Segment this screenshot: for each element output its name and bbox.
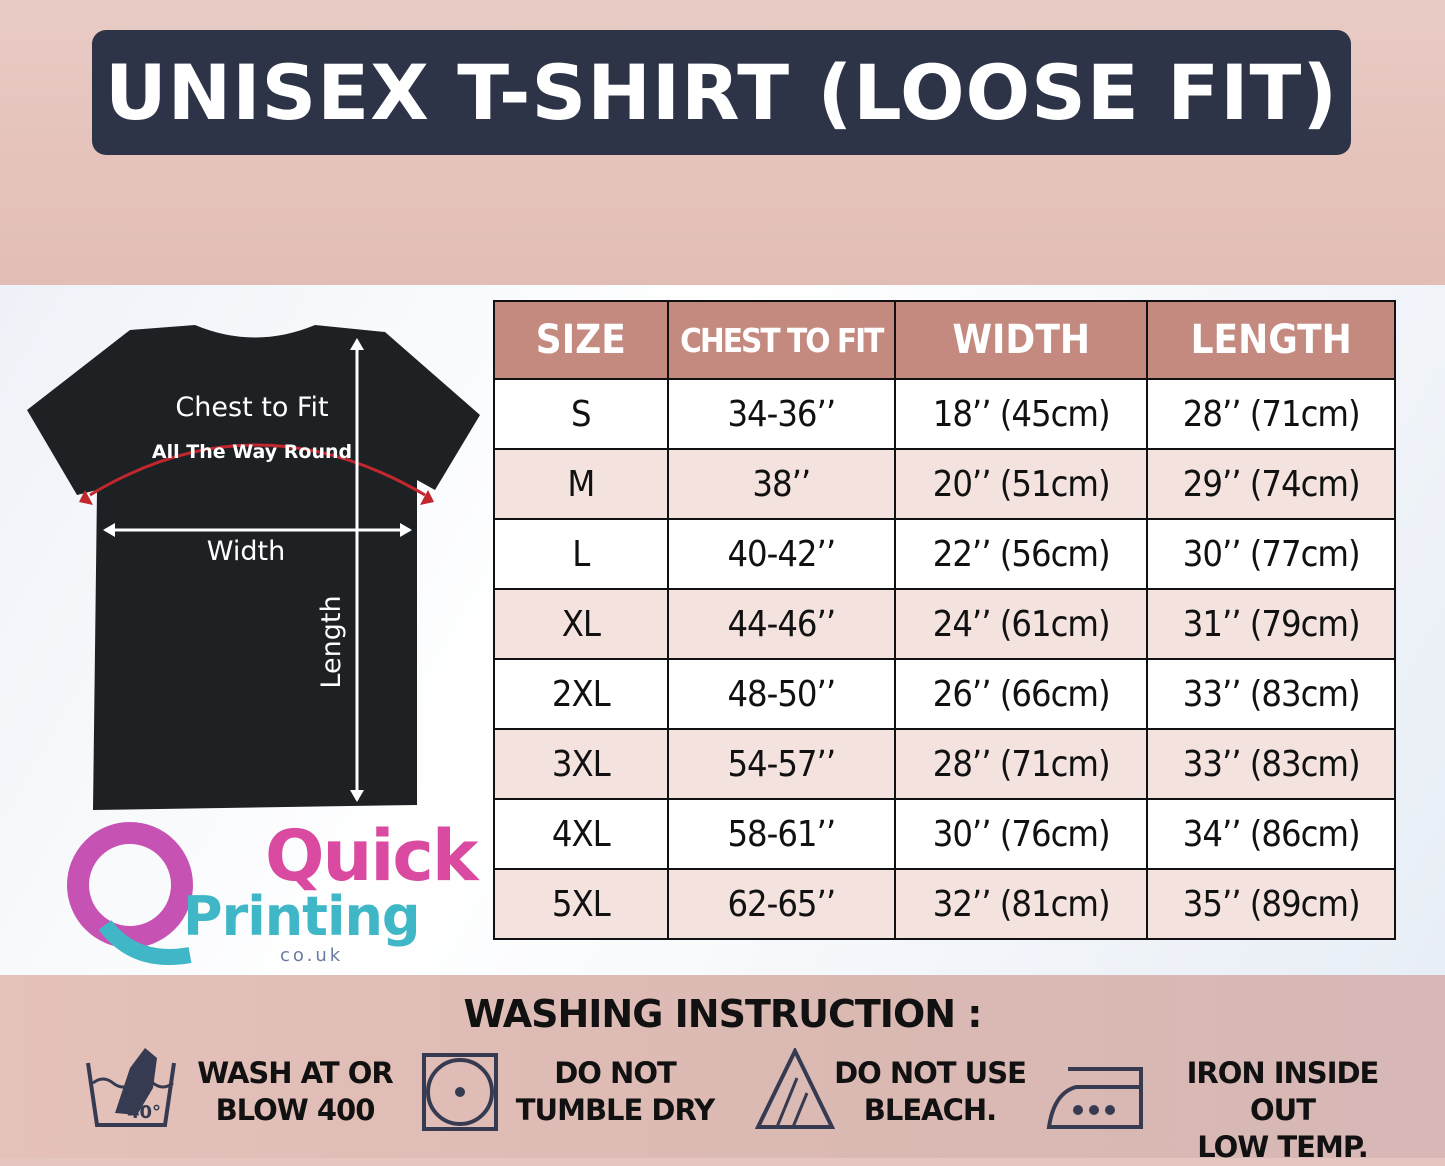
table-row: 4XL 58-61’’ 30’’ (76cm) 34’’ (86cm) [493, 798, 1396, 870]
do-not-tumble-dry-icon [422, 1053, 498, 1131]
cell-chest: 62-65’’ [666, 868, 896, 940]
tshirt-diagram: Chest to Fit All The Way Round Width Len… [27, 325, 480, 810]
chest-sublabel: All The Way Round [152, 441, 352, 463]
iron-low-temp-icon [1046, 1067, 1143, 1129]
washing-band [0, 975, 1445, 1158]
page-title: UNISEX T-SHIRT (LOOSE FIT) [92, 30, 1351, 155]
bleach-line2: BLEACH. [863, 1093, 997, 1127]
table-row: 3XL 54-57’’ 28’’ (71cm) 33’’ (83cm) [493, 728, 1396, 800]
size-table: SIZE CHEST TO FIT WIDTH LENGTH S 34-36’’ 1… [493, 300, 1396, 940]
cell-size: 3XL [493, 728, 669, 800]
cell-size: S [493, 378, 669, 450]
do-not-bleach-icon [755, 1048, 835, 1129]
iron-text: IRON INSIDE OUT LOW TEMP. [1160, 1055, 1405, 1166]
bleach-text: DO NOT USE BLEACH. [830, 1055, 1030, 1129]
cell-size: 2XL [493, 658, 669, 730]
cell-length: 28’’ (71cm) [1146, 378, 1396, 450]
iron-line2: LOW TEMP. [1197, 1130, 1369, 1164]
iron-line1: IRON INSIDE OUT [1186, 1056, 1380, 1127]
cell-size: 4XL [493, 798, 669, 870]
cell-length: 30’’ (77cm) [1146, 518, 1396, 590]
cell-width: 32’’ (81cm) [893, 868, 1149, 940]
cell-chest: 58-61’’ [666, 798, 896, 870]
cell-chest: 34-36’’ [666, 378, 896, 450]
header-chest: CHEST TO FIT [666, 300, 896, 380]
cell-chest: 38’’ [666, 448, 896, 520]
cell-width: 30’’ (76cm) [893, 798, 1149, 870]
header-length: LENGTH [1146, 300, 1396, 380]
cell-size: M [493, 448, 669, 520]
table-row: L 40-42’’ 22’’ (56cm) 30’’ (77cm) [493, 518, 1396, 590]
cell-length: 34’’ (86cm) [1146, 798, 1396, 870]
wash-text: WASH AT OR BLOW 400 [195, 1055, 395, 1129]
tumble-text: DO NOT TUMBLE DRY [515, 1055, 716, 1129]
logo-quick: Quick [265, 815, 478, 897]
cell-chest: 40-42’’ [666, 518, 896, 590]
tumble-line1: DO NOT [554, 1056, 677, 1090]
cell-size: 5XL [493, 868, 669, 940]
cell-chest: 44-46’’ [666, 588, 896, 660]
bleach-line1: DO NOT USE [834, 1056, 1027, 1090]
cell-size: XL [493, 588, 669, 660]
wash-temp: 40° [127, 1102, 161, 1123]
cell-length: 33’’ (83cm) [1146, 658, 1396, 730]
chest-label: Chest to Fit [175, 392, 328, 423]
header-width: WIDTH [893, 300, 1149, 380]
cell-chest: 54-57’’ [666, 728, 896, 800]
cell-length: 35’’ (89cm) [1146, 868, 1396, 940]
table-row: XL 44-46’’ 24’’ (61cm) 31’’ (79cm) [493, 588, 1396, 660]
cell-width: 26’’ (66cm) [893, 658, 1149, 730]
cell-width: 28’’ (71cm) [893, 728, 1149, 800]
cell-width: 24’’ (61cm) [893, 588, 1149, 660]
table-row: S 34-36’’ 18’’ (45cm) 28’’ (71cm) [493, 378, 1396, 450]
quick-printing-logo: Quick Printing co.uk [65, 815, 478, 970]
logo-couk: co.uk [280, 945, 344, 966]
header-size: SIZE [493, 300, 669, 380]
logo-mark-icon [67, 822, 193, 965]
cell-width: 22’’ (56cm) [893, 518, 1149, 590]
cell-size: L [493, 518, 669, 590]
cell-width: 18’’ (45cm) [893, 378, 1149, 450]
table-row: M 38’’ 20’’ (51cm) 29’’ (74cm) [493, 448, 1396, 520]
cell-length: 33’’ (83cm) [1146, 728, 1396, 800]
width-label: Width [207, 536, 285, 567]
cell-length: 29’’ (74cm) [1146, 448, 1396, 520]
logo-printing: Printing [183, 885, 421, 948]
washing-title: WASHING INSTRUCTION : [463, 992, 983, 1036]
length-label: Length [316, 595, 347, 688]
hand-wash-40-icon: 40° [86, 1048, 176, 1127]
wash-line1: WASH AT OR [197, 1056, 393, 1090]
cell-chest: 48-50’’ [666, 658, 896, 730]
tumble-line2: TUMBLE DRY [515, 1093, 716, 1127]
cell-width: 20’’ (51cm) [893, 448, 1149, 520]
table-row: 5XL 62-65’’ 32’’ (81cm) 35’’ (89cm) [493, 868, 1396, 940]
cell-length: 31’’ (79cm) [1146, 588, 1396, 660]
table-row: 2XL 48-50’’ 26’’ (66cm) 33’’ (83cm) [493, 658, 1396, 730]
wash-line2: BLOW 400 [215, 1093, 376, 1127]
